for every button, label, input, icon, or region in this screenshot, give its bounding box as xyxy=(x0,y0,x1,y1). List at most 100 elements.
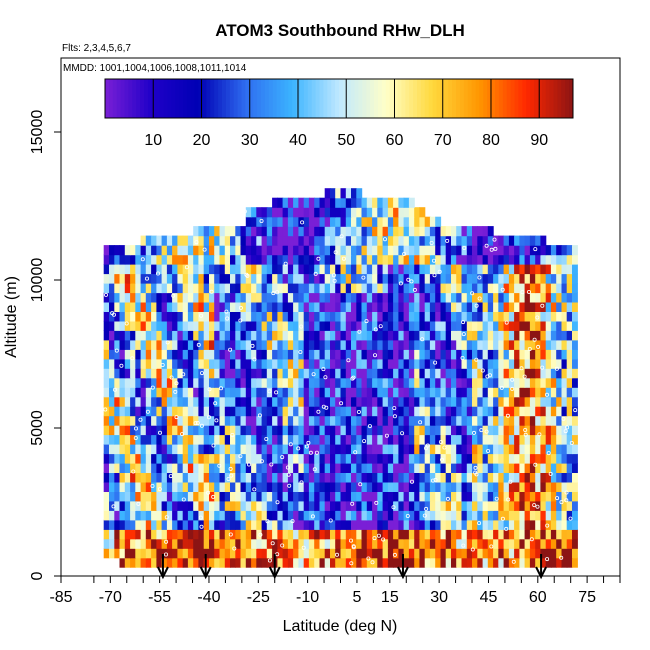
measurement-point xyxy=(228,466,233,471)
heatmap-cell xyxy=(445,292,452,303)
heatmap-cell xyxy=(130,330,136,341)
heatmap-cell xyxy=(298,235,305,246)
measurement-point xyxy=(130,356,135,361)
measurement-point xyxy=(391,505,396,510)
heatmap-cell xyxy=(172,406,178,417)
heatmap-cell xyxy=(461,453,468,464)
heatmap-cell xyxy=(477,425,484,436)
heatmap-cell xyxy=(166,283,173,294)
heatmap-cell xyxy=(103,481,110,492)
heatmap-cell xyxy=(277,425,284,436)
heatmap-cell xyxy=(545,320,552,331)
heatmap-cell xyxy=(387,472,394,483)
heatmap-cell xyxy=(224,358,231,369)
heatmap-cell xyxy=(151,472,157,483)
heatmap-cell xyxy=(214,273,221,284)
heatmap-cell xyxy=(135,415,142,426)
heatmap-cell xyxy=(387,301,394,312)
heatmap-cell xyxy=(330,207,336,218)
heatmap-cell xyxy=(282,434,289,445)
heatmap-cell xyxy=(124,491,131,502)
heatmap-cell xyxy=(519,529,526,540)
heatmap-cell xyxy=(182,245,189,256)
heatmap-cell xyxy=(151,349,157,360)
heatmap-cell xyxy=(203,481,210,492)
heatmap-cell xyxy=(519,444,526,455)
heatmap-cell xyxy=(161,491,168,502)
heatmap-cell xyxy=(493,283,499,294)
heatmap-cell xyxy=(487,453,494,464)
heatmap-cell xyxy=(140,510,147,521)
heatmap-cell xyxy=(429,425,436,436)
heatmap-cell xyxy=(293,320,299,331)
heatmap-cell xyxy=(403,396,410,407)
heatmap-cell xyxy=(219,339,226,350)
measurement-point xyxy=(285,465,290,470)
measurement-point xyxy=(370,560,375,565)
measurement-point xyxy=(193,421,198,426)
heatmap-cell xyxy=(324,387,331,398)
heatmap-cell xyxy=(340,339,347,350)
heatmap-cell xyxy=(361,292,368,303)
heatmap-cell xyxy=(319,283,326,294)
heatmap-cell xyxy=(103,519,110,530)
measurement-point xyxy=(445,496,450,501)
heatmap-cell xyxy=(266,387,273,398)
heatmap-cell xyxy=(182,377,189,388)
measurement-point xyxy=(195,420,200,425)
heatmap-cell xyxy=(356,500,363,511)
heatmap-cell xyxy=(145,377,152,388)
heatmap-cell xyxy=(287,349,294,360)
measurement-point xyxy=(423,446,428,451)
heatmap-cell xyxy=(172,349,178,360)
heatmap-cell xyxy=(251,548,257,559)
measurement-point xyxy=(214,418,219,423)
heatmap-cell xyxy=(340,434,347,445)
heatmap-cell xyxy=(335,207,342,218)
measurement-point xyxy=(199,313,204,318)
heatmap-cell xyxy=(130,462,136,473)
heatmap-cell xyxy=(398,264,405,275)
heatmap-cell xyxy=(314,235,321,246)
heatmap-cell xyxy=(324,434,331,445)
heatmap-cell xyxy=(424,292,431,303)
heatmap-cell xyxy=(235,529,242,540)
heatmap-cell xyxy=(224,339,231,350)
heatmap-cell xyxy=(314,311,321,322)
heatmap-cell xyxy=(230,264,236,275)
heatmap-cell xyxy=(166,311,173,322)
heatmap-cell xyxy=(503,510,510,521)
heatmap-cell xyxy=(498,434,505,445)
measurement-point xyxy=(523,427,528,432)
heatmap-cell xyxy=(224,349,231,360)
measurement-point xyxy=(532,503,537,508)
heatmap-cell xyxy=(109,349,115,360)
heatmap-cell xyxy=(214,472,221,483)
heatmap-cell xyxy=(414,462,421,473)
heatmap-cell xyxy=(503,462,510,473)
heatmap-cell xyxy=(314,264,321,275)
heatmap-cell xyxy=(466,273,473,284)
heatmap-cell xyxy=(435,387,442,398)
heatmap-cell xyxy=(335,320,342,331)
heatmap-cell xyxy=(514,529,520,540)
heatmap-cell xyxy=(172,444,178,455)
heatmap-cell xyxy=(130,387,136,398)
measurement-point xyxy=(224,309,229,314)
measurement-point xyxy=(511,559,516,564)
heatmap-cell xyxy=(372,226,378,237)
heatmap-cell xyxy=(287,301,294,312)
heatmap-cell xyxy=(451,377,457,388)
heatmap-cell xyxy=(487,462,494,473)
heatmap-cell xyxy=(535,273,542,284)
heatmap-cell xyxy=(177,415,184,426)
heatmap-cell xyxy=(103,387,110,398)
heatmap-cell xyxy=(298,519,305,530)
heatmap-cell xyxy=(319,453,326,464)
heatmap-cell xyxy=(435,425,442,436)
heatmap-cell xyxy=(356,339,363,350)
heatmap-cell xyxy=(556,273,563,284)
heatmap-cell xyxy=(330,226,336,237)
heatmap-cell xyxy=(461,283,468,294)
heatmap-cell xyxy=(561,301,568,312)
